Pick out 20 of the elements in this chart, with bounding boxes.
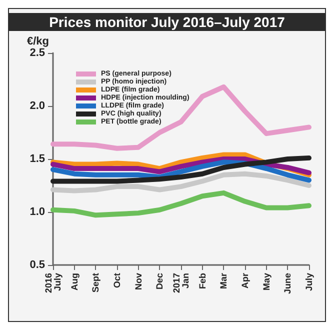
y-tick-label: 1.5 [30,153,45,165]
chart-title: Prices monitor July 2016–July 2017 [49,14,286,30]
x-tick-label: Oct [112,273,122,288]
x-tick-label: June [282,273,293,294]
x-tick-label: Mar [218,272,229,290]
x-tick-label: 2017 Jan [172,273,190,294]
y-axis-title: €/kg [26,36,49,48]
x-tick-label: July [304,273,314,292]
y-tick-label: 2.0 [30,100,45,112]
y-tick-label: 2.5 [30,47,45,59]
x-tick-label: Aug [69,273,80,290]
x-tick-label: May [261,273,272,291]
x-tick-label: Feb [197,272,208,290]
x-tick-label: Sept [90,273,101,293]
x-tick-label: 2016 July [44,273,62,294]
y-tick-label: 1.0 [30,206,45,218]
x-tick-label: Dec [154,273,165,290]
x-tick-label: Apr [240,272,250,288]
x-tick-label: Nov [133,273,144,290]
y-tick-label: 0.5 [30,259,45,271]
